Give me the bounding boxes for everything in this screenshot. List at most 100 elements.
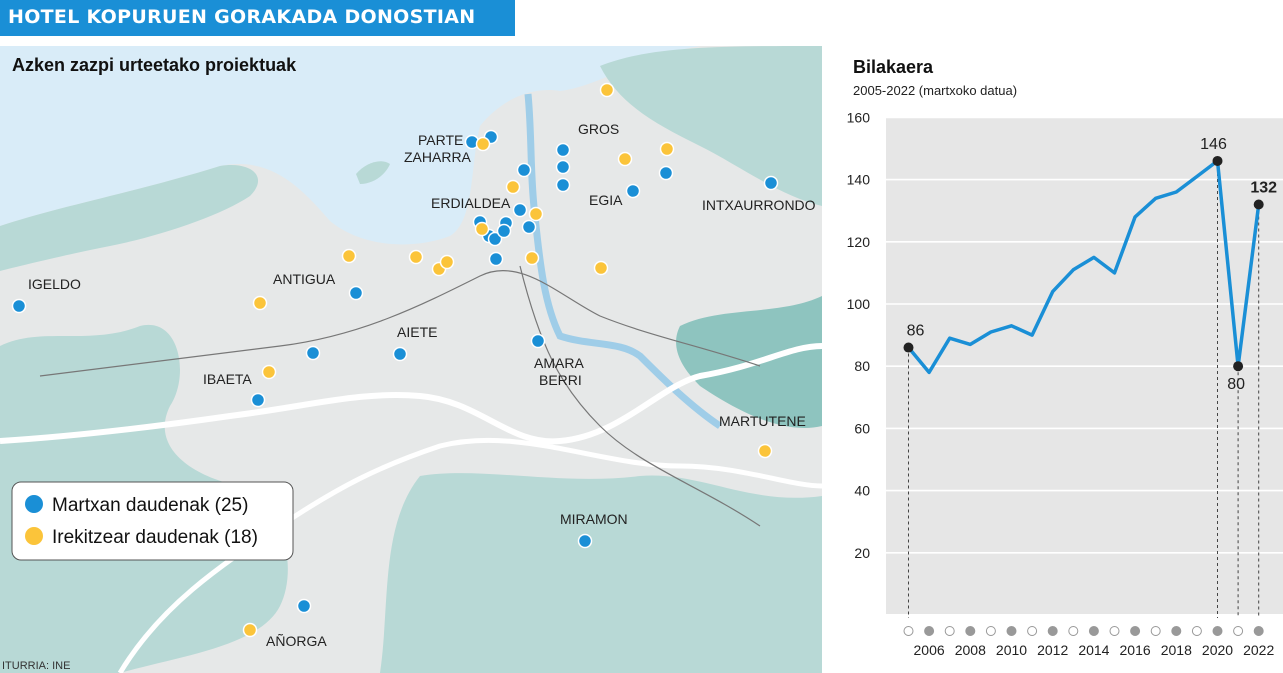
hotel-marker-opening	[408, 249, 424, 265]
y-tick-label: 20	[854, 545, 870, 561]
hotel-marker-opening	[599, 82, 615, 98]
source-note: ITURRIA: INE	[2, 660, 70, 672]
green-area	[380, 473, 822, 673]
data-point-marker	[903, 342, 914, 353]
hotel-marker-opening	[617, 151, 633, 167]
island	[356, 161, 390, 184]
x-axis-dot	[1233, 626, 1244, 636]
x-axis-dot	[1088, 626, 1099, 636]
hotel-marker-opening	[505, 179, 521, 195]
hotel-marker-open	[555, 159, 571, 175]
label-zaharra: ZAHARRA	[404, 149, 472, 165]
series-line	[907, 159, 1261, 375]
x-axis-dot	[1006, 626, 1017, 636]
x-axis-dot	[903, 626, 914, 636]
grid-lines	[886, 116, 1283, 554]
hotel-markers-open	[11, 129, 779, 614]
x-tick-label: 2016	[1120, 642, 1151, 658]
x-axis-year-dots	[903, 626, 1264, 636]
y-tick-label: 60	[854, 420, 870, 436]
legend-box	[11, 481, 294, 561]
x-tick-labels: 2006 2008 2010 2012 2014 2016 2018 2020 2022	[914, 642, 1275, 658]
y-tick-label: 160	[847, 109, 871, 125]
evolution-chart: Bilakaera 2005-2022 (martxoko datua) 20 4…	[847, 57, 1283, 658]
hotel-marker-open	[555, 177, 571, 193]
data-point-marker	[1253, 199, 1264, 210]
hotel-marker-opening	[261, 364, 277, 380]
x-tick-label: 2022	[1243, 642, 1274, 658]
data-label: 132	[1250, 179, 1277, 196]
legend-label-open: Martxan daudenak (25)	[52, 495, 248, 516]
data-label: 146	[1200, 136, 1227, 153]
label-intxaurrondo: INTXAURRONDO	[702, 197, 816, 213]
hotel-markers-opening	[242, 82, 773, 638]
x-tick-label: 2018	[1161, 642, 1192, 658]
hotel-marker-opening	[439, 254, 455, 270]
x-axis-dot	[1191, 626, 1202, 636]
highway	[0, 343, 822, 445]
hotel-marker-open	[11, 298, 27, 314]
hotel-marker-opening	[593, 260, 609, 276]
green-area	[600, 46, 822, 206]
label-egia: EGIA	[589, 192, 623, 208]
x-axis-dot	[1109, 626, 1120, 636]
x-axis-dot	[1253, 626, 1264, 636]
hotel-marker-open	[555, 142, 571, 158]
annotation-drop-lines	[908, 160, 1260, 618]
y-tick-label: 40	[854, 483, 870, 499]
hotel-marker-open	[625, 183, 641, 199]
highway	[117, 437, 822, 673]
legend-swatch-opening	[25, 527, 43, 545]
x-axis-dot	[1130, 626, 1141, 636]
annotation-labels: 86 146 80 132	[907, 136, 1278, 393]
chart-title: Bilakaera	[853, 57, 934, 77]
header-banner: HOTEL KOPURUEN GORAKADA DONOSTIAN	[0, 0, 515, 36]
hotel-marker-open	[392, 346, 408, 362]
hotel-marker-open	[496, 223, 512, 239]
railway	[519, 265, 761, 527]
hotel-map: Azken zazpi urteetako proiektuak PARTE Z…	[0, 46, 822, 673]
hotel-marker-open	[348, 285, 364, 301]
hotel-marker-open	[658, 165, 674, 181]
x-axis-dot	[1150, 626, 1161, 636]
label-parte: PARTE	[418, 132, 463, 148]
hotel-marker-opening	[757, 443, 773, 459]
x-axis-dot	[924, 626, 935, 636]
x-axis-dot	[965, 626, 976, 636]
label-anorga: AÑORGA	[266, 633, 327, 649]
x-axis-dot	[944, 626, 955, 636]
data-label: 80	[1227, 376, 1245, 393]
data-label: 86	[907, 323, 925, 340]
y-tick-label: 120	[847, 234, 871, 250]
hotel-marker-open	[487, 231, 503, 247]
hotel-marker-open	[488, 251, 504, 267]
hotel-marker-opening	[528, 206, 544, 222]
header-title: HOTEL KOPURUEN GORAKADA DONOSTIAN	[8, 6, 476, 28]
label-berri: BERRI	[539, 372, 582, 388]
x-axis-dot	[1047, 626, 1058, 636]
hotel-marker-open	[512, 202, 528, 218]
map-legend: Martxan daudenak (25) Irekitzear daudena…	[11, 481, 294, 561]
data-point-marker	[1212, 155, 1223, 166]
x-tick-label: 2020	[1202, 642, 1233, 658]
map-title: Azken zazpi urteetako proiektuak	[12, 55, 297, 75]
hotel-marker-open	[305, 345, 321, 361]
label-martutene: MARTUTENE	[719, 413, 806, 429]
x-tick-label: 2014	[1078, 642, 1109, 658]
label-aiete: AIETE	[397, 324, 437, 340]
label-erdialdea: ERDIALDEA	[431, 195, 511, 211]
neighborhood-labels: PARTE ZAHARRA GROS ERDIALDEA EGIA INTXAU…	[28, 121, 816, 649]
data-points	[903, 155, 1264, 372]
x-axis-dot	[1171, 626, 1182, 636]
x-tick-label: 2008	[955, 642, 986, 658]
x-tick-label: 2010	[996, 642, 1027, 658]
hotel-marker-open	[296, 598, 312, 614]
chart-subtitle: 2005-2022 (martxoko datua)	[853, 83, 1017, 98]
y-tick-label: 140	[847, 172, 871, 188]
hotel-marker-opening	[475, 136, 491, 152]
hotel-marker-opening	[341, 248, 357, 264]
label-ibaeta: IBAETA	[203, 371, 252, 387]
hotel-marker-open	[763, 175, 779, 191]
x-axis-dot	[1068, 626, 1079, 636]
y-tick-label: 100	[847, 296, 871, 312]
